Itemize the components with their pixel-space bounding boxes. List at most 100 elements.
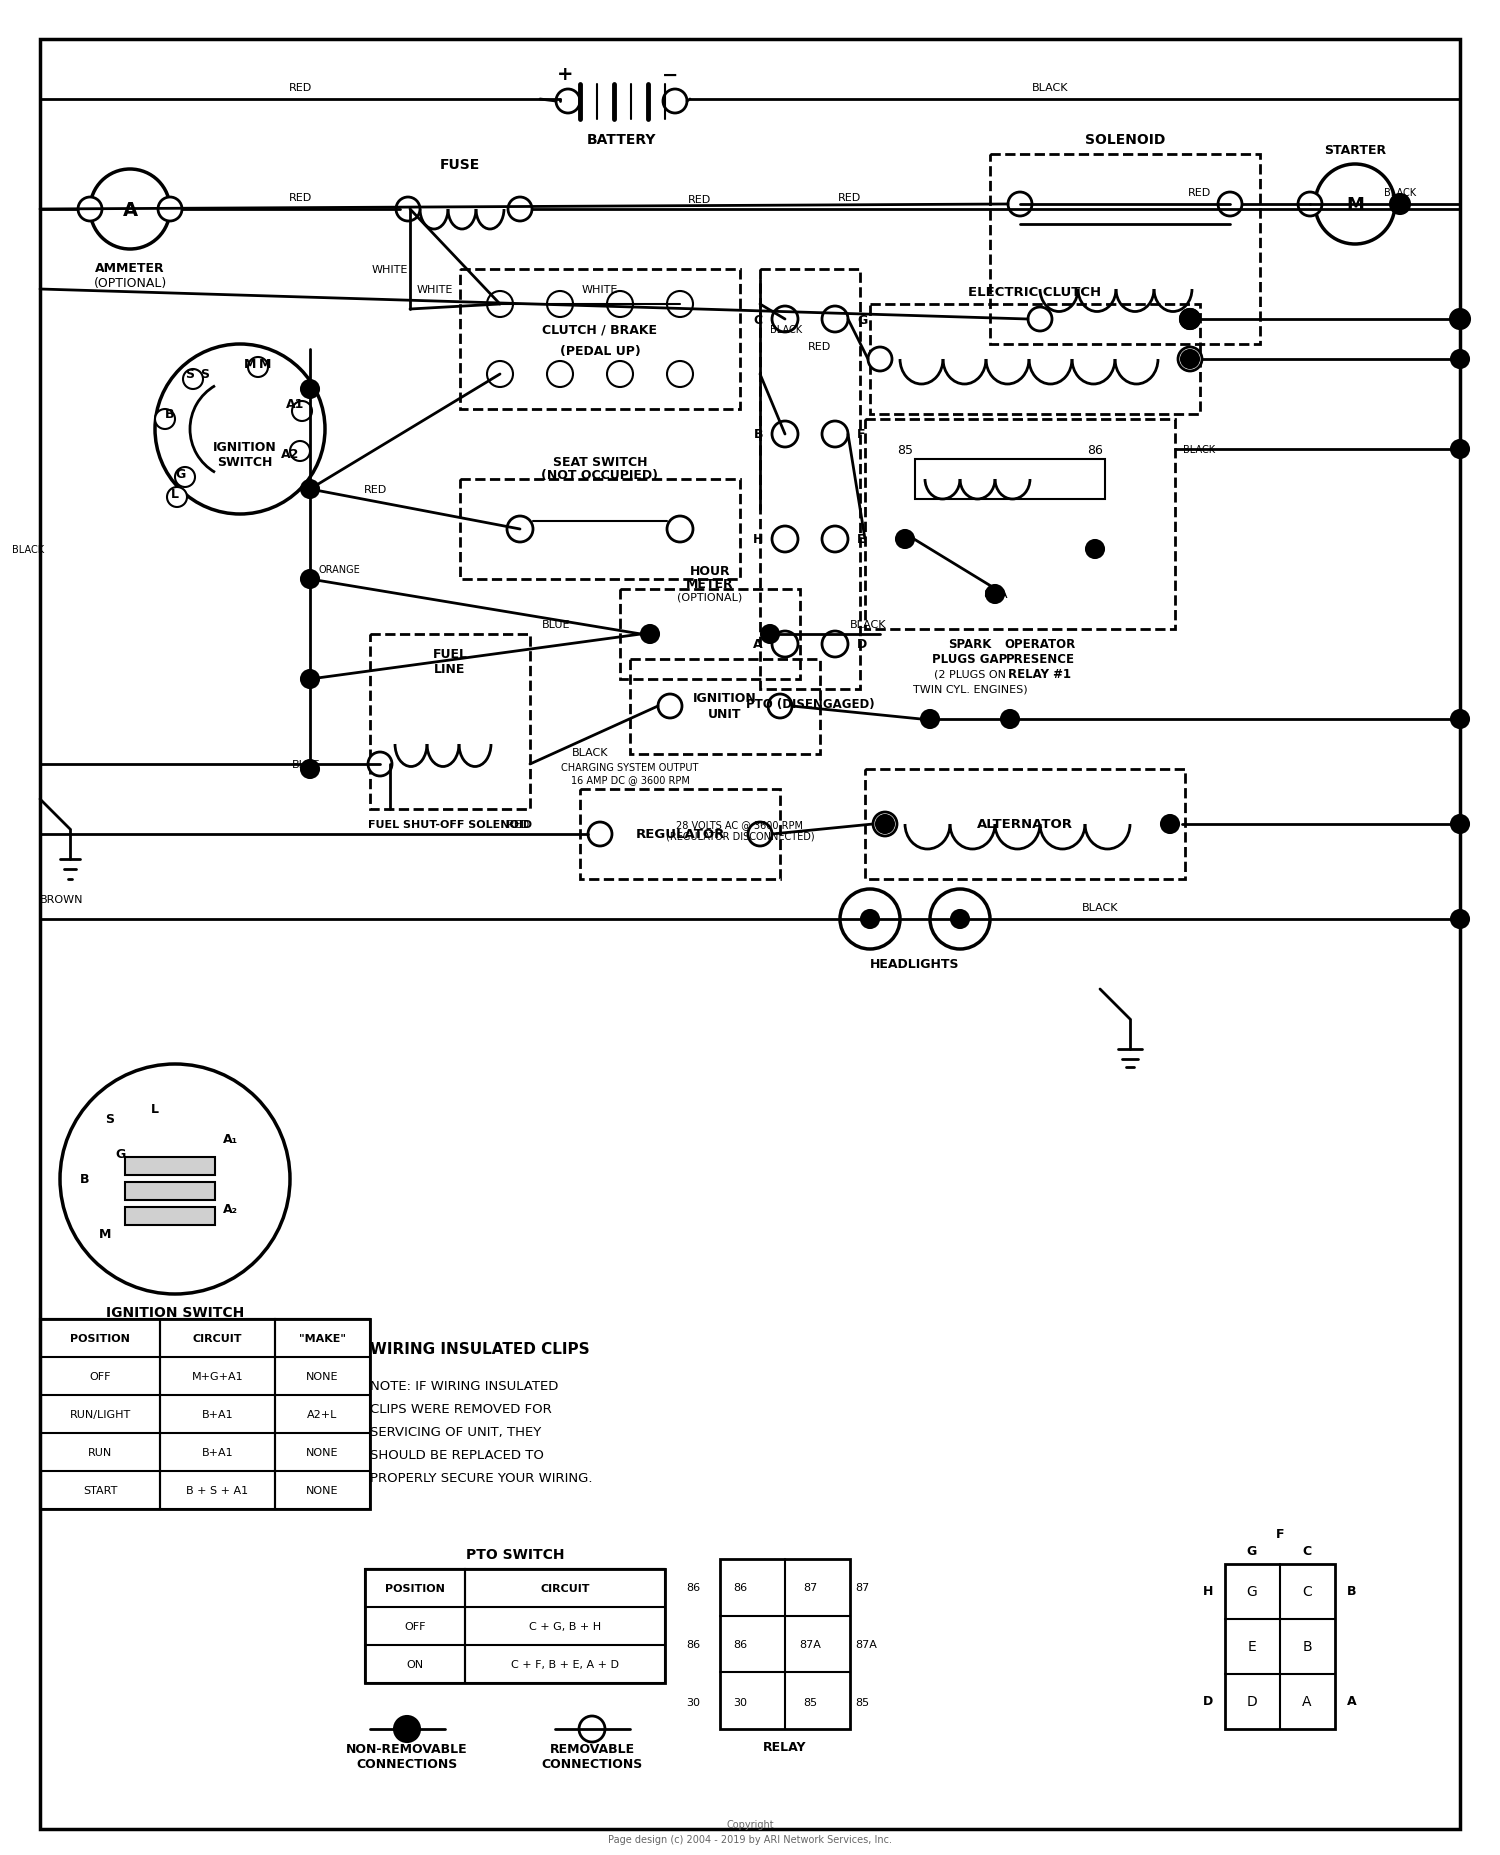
Bar [620,590,800,679]
Text: ALTERNATOR: ALTERNATOR [976,818,1072,831]
Bar [990,156,1260,345]
Text: CONNECTIONS: CONNECTIONS [542,1757,642,1770]
Bar [124,1208,214,1226]
Text: TWIN CYL. ENGINES): TWIN CYL. ENGINES) [912,684,1028,694]
Text: HEADLIGHTS: HEADLIGHTS [870,957,960,970]
Circle shape [394,1716,420,1742]
Bar [915,460,1106,499]
Text: "MAKE": "MAKE" [298,1334,346,1343]
Text: M: M [1346,197,1364,213]
Text: 87A: 87A [855,1640,877,1649]
Text: B+A1: B+A1 [201,1447,234,1458]
Bar [580,790,780,879]
Text: C + F, B + E, A + D: C + F, B + E, A + D [512,1658,620,1670]
Text: CHARGING SYSTEM OUTPUT: CHARGING SYSTEM OUTPUT [561,762,699,772]
Text: 86: 86 [686,1582,700,1592]
Circle shape [822,306,848,332]
Text: (PEDAL UP): (PEDAL UP) [560,345,640,358]
Bar [370,634,530,809]
Text: (2 PLUGS ON: (2 PLUGS ON [934,670,1006,679]
Text: 87A: 87A [982,588,1006,601]
Text: 85: 85 [855,1697,868,1707]
Circle shape [1450,441,1468,458]
Text: 30: 30 [1088,544,1102,556]
Text: BATTERY: BATTERY [586,134,657,147]
Text: L: L [171,488,178,501]
Circle shape [158,198,182,223]
Bar [124,1182,214,1200]
Circle shape [868,349,892,371]
Text: B: B [81,1172,90,1185]
Text: L: L [152,1104,159,1117]
Text: IGNITION
SWITCH: IGNITION SWITCH [213,441,278,469]
Circle shape [822,633,848,659]
Circle shape [176,467,195,488]
Bar [865,419,1174,629]
Circle shape [302,672,320,688]
Text: START: START [82,1486,117,1495]
Text: Copyright: Copyright [726,1820,774,1829]
Text: D: D [856,638,867,651]
Circle shape [556,89,580,113]
Circle shape [302,571,320,588]
Text: WHITE: WHITE [372,265,408,275]
Text: CIRCUIT: CIRCUIT [540,1582,590,1593]
Text: REMOVABLE: REMOVABLE [549,1742,634,1755]
Text: B: B [1347,1584,1356,1597]
Text: ON: ON [406,1658,423,1670]
Circle shape [1008,193,1032,217]
Circle shape [588,822,612,846]
Text: RED: RED [839,193,861,202]
Circle shape [668,291,693,317]
Circle shape [772,421,798,447]
Circle shape [60,1065,290,1295]
Circle shape [668,362,693,388]
Text: M: M [244,358,256,371]
Circle shape [876,816,894,833]
Circle shape [768,694,792,718]
Circle shape [1450,816,1468,833]
Circle shape [663,89,687,113]
Bar [460,269,740,410]
Circle shape [1450,310,1470,330]
Text: FUEL SHUT-OFF SOLENOID: FUEL SHUT-OFF SOLENOID [368,820,532,829]
Bar [40,1319,160,1510]
Text: S: S [186,369,195,382]
Text: 30: 30 [734,1697,747,1707]
Text: UNIT: UNIT [708,709,741,722]
Text: 28 VOLTS AC @ 3600 RPM: 28 VOLTS AC @ 3600 RPM [676,820,804,829]
Text: A: A [123,200,138,219]
Text: A: A [1347,1695,1356,1708]
Text: 85: 85 [802,1697,818,1707]
Circle shape [1180,310,1200,330]
Text: G: G [1246,1584,1257,1599]
Text: 86: 86 [734,1640,747,1649]
Text: STARTER: STARTER [1324,143,1386,156]
Circle shape [396,198,420,223]
Text: CLUTCH / BRAKE: CLUTCH / BRAKE [543,323,657,336]
Text: BLUE: BLUE [291,759,320,770]
Bar [630,660,821,755]
Circle shape [822,527,848,553]
Text: M: M [99,1228,111,1241]
Text: S: S [105,1113,114,1126]
Circle shape [921,710,939,729]
Text: C + G, B + H: C + G, B + H [530,1621,602,1631]
Bar [364,1569,664,1682]
Text: ORANGE: ORANGE [318,564,360,575]
Circle shape [183,369,203,390]
Text: (NOT OCCUPIED): (NOT OCCUPIED) [542,467,658,480]
Text: C: C [1302,1545,1311,1558]
Text: RELAY #1: RELAY #1 [1008,668,1071,681]
Circle shape [658,694,682,718]
Text: PTO SWITCH: PTO SWITCH [465,1547,564,1562]
Text: +: + [556,65,573,85]
Text: 87: 87 [897,532,914,545]
Text: D: D [1246,1694,1257,1708]
Text: CIRCUIT: CIRCUIT [194,1334,243,1343]
Circle shape [488,362,513,388]
Text: A₁: A₁ [222,1133,237,1146]
Text: 86: 86 [1088,443,1102,456]
Bar [160,1319,274,1510]
Text: M+G+A1: M+G+A1 [192,1371,243,1382]
